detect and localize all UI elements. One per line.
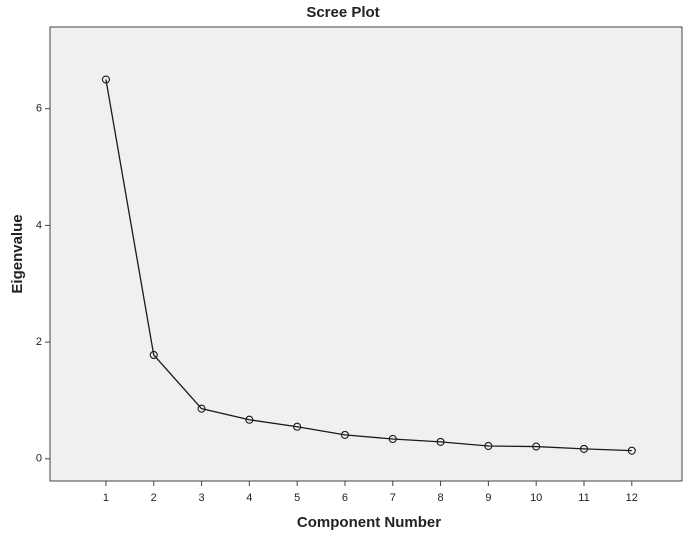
point (627, 446, 636, 455)
point (340, 430, 350, 439)
x-tick-label: 9 (485, 492, 491, 504)
y-tick-label: 0 (36, 453, 42, 465)
x-tick-label: 3 (198, 492, 204, 504)
y-tick-label: 6 (36, 103, 42, 115)
x-tick-label: 7 (390, 492, 396, 504)
y-tick-label: 2 (36, 336, 42, 348)
chart-title: Scree Plot (306, 4, 379, 21)
x-tick-label: 10 (530, 492, 542, 504)
y-axis-title: Eigenvalue (9, 214, 26, 293)
y-tick-label: 4 (36, 219, 42, 231)
point (579, 444, 589, 453)
x-tick-label: 6 (342, 492, 348, 504)
x-tick-label: 12 (626, 492, 638, 504)
x-tick-label: 2 (151, 492, 157, 504)
series-line (105, 79, 632, 452)
point (149, 350, 158, 360)
point (197, 404, 206, 413)
x-tick-label: 8 (438, 492, 444, 504)
x-tick-label: 11 (578, 492, 589, 504)
point (388, 434, 397, 444)
point (245, 415, 254, 424)
x-tick-label: 1 (103, 492, 109, 504)
x-tick-label: 5 (294, 492, 300, 504)
point (532, 442, 541, 451)
plot-area (49, 26, 683, 482)
point (484, 441, 493, 451)
x-tick-label: 4 (246, 492, 252, 504)
point (101, 75, 110, 84)
x-axis-title: Component Number (297, 514, 441, 531)
point (436, 437, 445, 446)
point (293, 422, 302, 431)
